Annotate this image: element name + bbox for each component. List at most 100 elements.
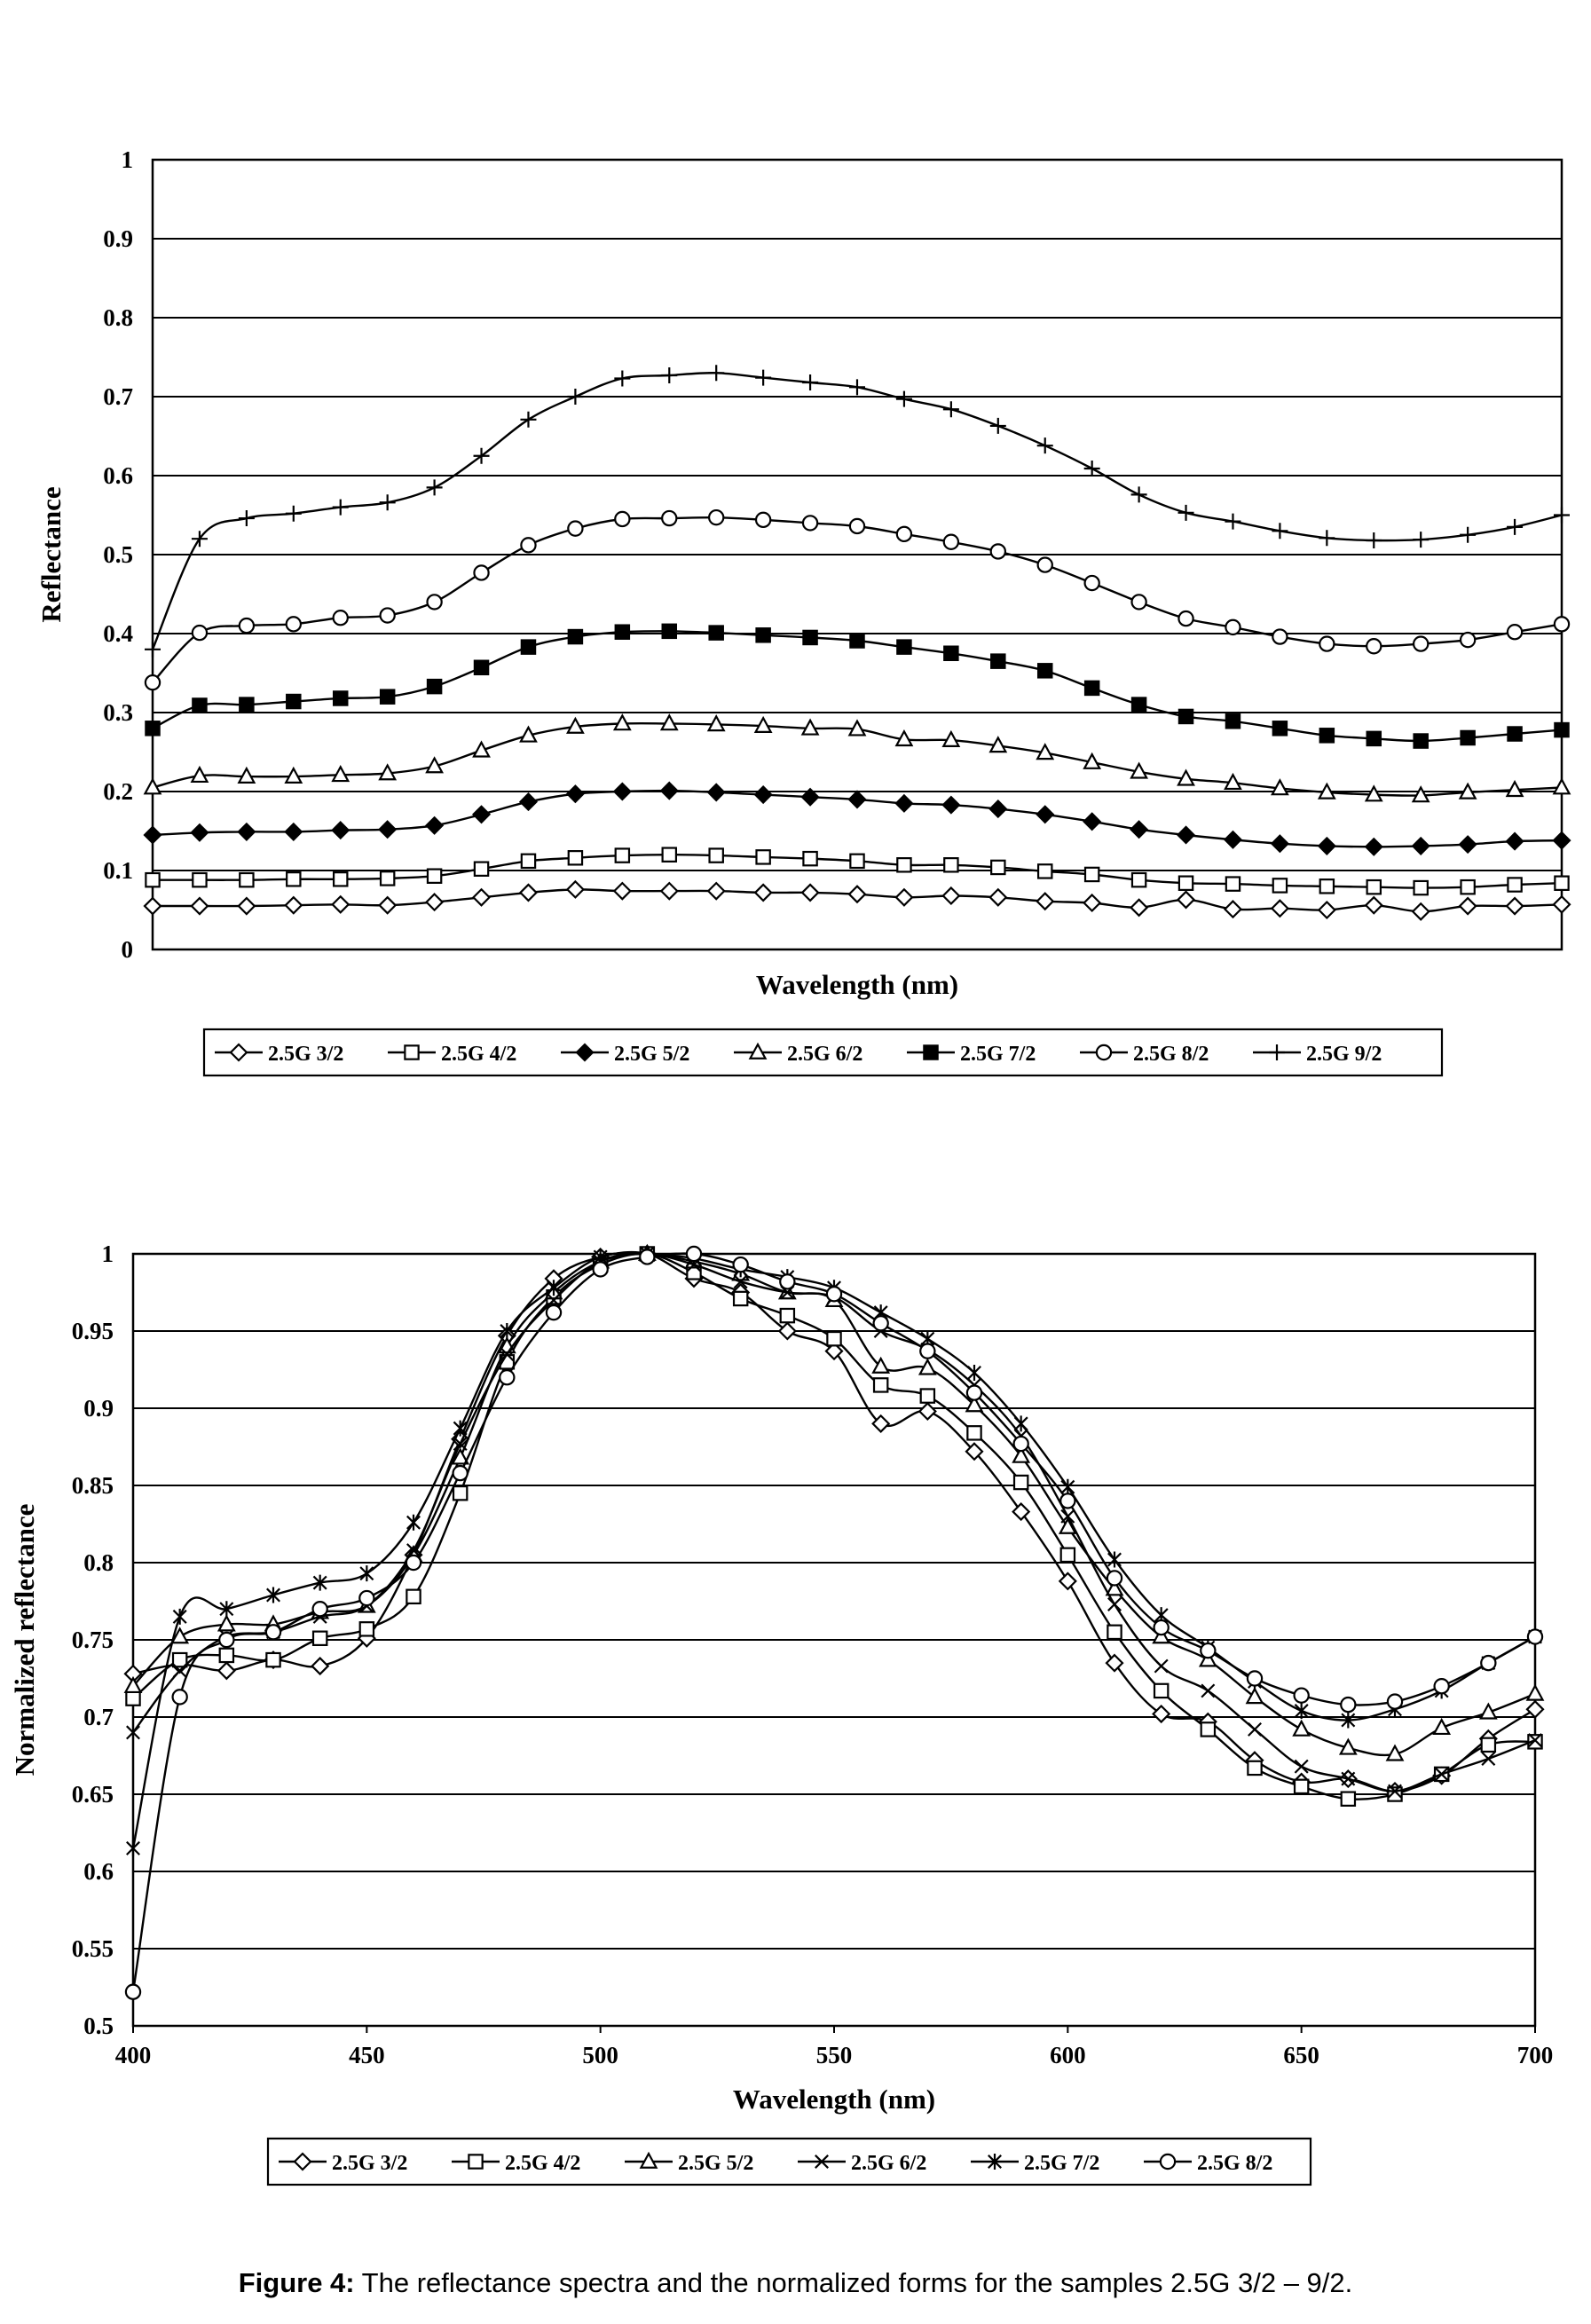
data-point-2-5g-4-2 [872, 1377, 889, 1393]
data-point-2-5g-7-2 [1225, 713, 1241, 729]
data-point-2-5g-4-2 [919, 1388, 936, 1404]
data-point-2-5g-7-2 [1130, 697, 1147, 713]
legend-marker [468, 2154, 484, 2170]
data-point-2-5g-7-2 [453, 1420, 468, 1437]
data-point-2-5g-8-2 [848, 517, 866, 535]
y-axis-label: Reflectance [35, 486, 67, 622]
data-point-2-5g-5-2 [1152, 1627, 1171, 1644]
data-point-2-5g-5-2 [1176, 825, 1196, 845]
data-point-2-5g-3-2 [1411, 902, 1430, 921]
data-point-2-5g-5-2 [1245, 1687, 1264, 1705]
y-tick-label: 0.4 [103, 620, 133, 647]
data-point-2-5g-8-2 [592, 1261, 609, 1278]
data-point-2-5g-5-2 [237, 822, 256, 841]
data-point-2-5g-6-2 [472, 740, 491, 758]
data-point-2-5g-8-2 [1459, 631, 1477, 649]
data-point-2-5g-6-2 [1201, 1683, 1216, 1698]
data-point-2-5g-6-2 [1271, 778, 1289, 796]
x-tick-label: 600 [1050, 2042, 1086, 2068]
legend-label: 2.5G 7/2 [960, 1043, 1036, 1066]
data-point-2-5g-6-2 [519, 725, 538, 743]
data-point-2-5g-4-2 [779, 1307, 796, 1324]
data-point-2-5g-3-2 [425, 893, 445, 912]
data-point-2-5g-3-2 [1505, 896, 1524, 916]
data-point-2-5g-9-2 [191, 531, 208, 548]
data-point-2-5g-8-2 [124, 1983, 142, 2000]
data-point-2-5g-8-2 [499, 1368, 516, 1386]
data-point-2-5g-6-2 [406, 1543, 421, 1558]
data-point-2-5g-4-2 [1107, 1624, 1122, 1641]
series-line-2-5g-9-2 [151, 372, 1563, 650]
data-point-2-5g-4-2 [943, 857, 959, 873]
data-point-2-5g-5-2 [800, 787, 820, 807]
data-point-2-5g-7-2 [379, 689, 396, 705]
data-point-2-5g-7-2 [708, 625, 724, 641]
data-point-2-5g-7-2 [567, 628, 584, 645]
data-point-2-5g-5-2 [894, 793, 914, 813]
reflectance-chart: 0 0.1 0.2 0.3 0.4 0.5 0.6 0.7 0.8 0.9 1 Wavelength … [35, 146, 1571, 1077]
data-point-2-5g-5-2 [612, 782, 632, 801]
data-point-2-5g-4-2 [802, 850, 818, 867]
legend-label: 2.5G 5/2 [678, 2152, 753, 2175]
series-2-5g-5-2 [123, 1243, 1545, 1761]
data-point-2-5g-3-2 [565, 879, 585, 899]
data-point-2-5g-5-2 [1083, 812, 1102, 831]
legend-item: 2.5G 8/2 [1144, 2152, 1272, 2175]
data-point-2-5g-4-2 [379, 871, 396, 886]
y-tick-label: 0.1 [103, 857, 133, 884]
data-point-2-5g-3-2 [824, 1342, 844, 1361]
data-point-2-5g-8-2 [1012, 1435, 1029, 1453]
y-tick-label: 0.95 [72, 1318, 114, 1344]
data-point-2-5g-8-2 [191, 624, 209, 642]
data-point-2-5g-5-2 [1223, 830, 1243, 849]
legend-item: 2.5G 6/2 [798, 2152, 926, 2175]
data-point-2-5g-8-2 [1319, 635, 1335, 652]
legend-marker [639, 2151, 658, 2169]
data-point-2-5g-8-2 [942, 533, 960, 550]
data-point-2-5g-6-2 [941, 729, 961, 748]
data-point-2-5g-8-2 [1366, 638, 1382, 655]
y-tick-label: 0.6 [83, 1858, 114, 1885]
legend-item: 2.5G 3/2 [279, 2152, 407, 2175]
data-point-2-5g-8-2 [1386, 1693, 1404, 1710]
data-point-2-5g-9-2 [520, 411, 537, 428]
data-point-2-5g-7-2 [1319, 728, 1335, 744]
data-point-2-5g-5-2 [659, 781, 679, 800]
data-point-2-5g-8-2 [1433, 1678, 1450, 1695]
legend-item: 2.5G 5/2 [625, 2151, 753, 2175]
data-point-2-5g-7-2 [500, 1323, 515, 1339]
legend-marker [1095, 1044, 1113, 1061]
data-point-2-5g-6-2 [1107, 1597, 1122, 1611]
data-point-2-5g-3-2 [800, 883, 820, 902]
data-point-2-5g-7-2 [802, 629, 818, 646]
data-point-2-5g-5-2 [565, 784, 585, 804]
y-tick-label: 0.75 [72, 1627, 114, 1653]
data-point-2-5g-3-2 [988, 887, 1008, 907]
data-point-2-5g-8-2 [1177, 610, 1194, 627]
data-point-2-5g-6-2 [1130, 761, 1148, 779]
data-point-2-5g-3-2 [237, 896, 256, 916]
data-point-2-5g-7-2 [1460, 729, 1476, 746]
data-point-2-5g-6-2 [1528, 1733, 1542, 1748]
data-point-2-5g-9-2 [1460, 526, 1477, 543]
data-point-2-5g-7-2 [1272, 721, 1288, 737]
data-point-2-5g-7-2 [520, 639, 537, 655]
data-point-2-5g-9-2 [332, 499, 349, 516]
data-point-2-5g-7-2 [990, 653, 1006, 669]
data-point-2-5g-4-2 [1153, 1682, 1170, 1699]
data-point-2-5g-8-2 [1083, 574, 1100, 592]
data-point-2-5g-5-2 [425, 815, 445, 835]
data-point-2-5g-4-2 [1293, 1778, 1310, 1795]
data-point-2-5g-6-2 [1341, 1771, 1356, 1786]
data-point-2-5g-6-2 [847, 719, 867, 737]
data-point-2-5g-7-2 [614, 624, 631, 640]
data-point-2-5g-8-2 [1059, 1493, 1076, 1509]
data-point-2-5g-9-2 [1319, 530, 1335, 547]
data-point-2-5g-4-2 [473, 861, 490, 877]
data-point-2-5g-4-2 [708, 847, 724, 863]
data-point-2-5g-8-2 [1340, 1696, 1357, 1713]
figure-caption-text: The reflectance spectra and the normaliz… [354, 2267, 1353, 2298]
data-point-2-5g-8-2 [614, 510, 631, 528]
data-point-2-5g-5-2 [190, 823, 209, 842]
data-point-2-5g-6-2 [1060, 1509, 1075, 1524]
